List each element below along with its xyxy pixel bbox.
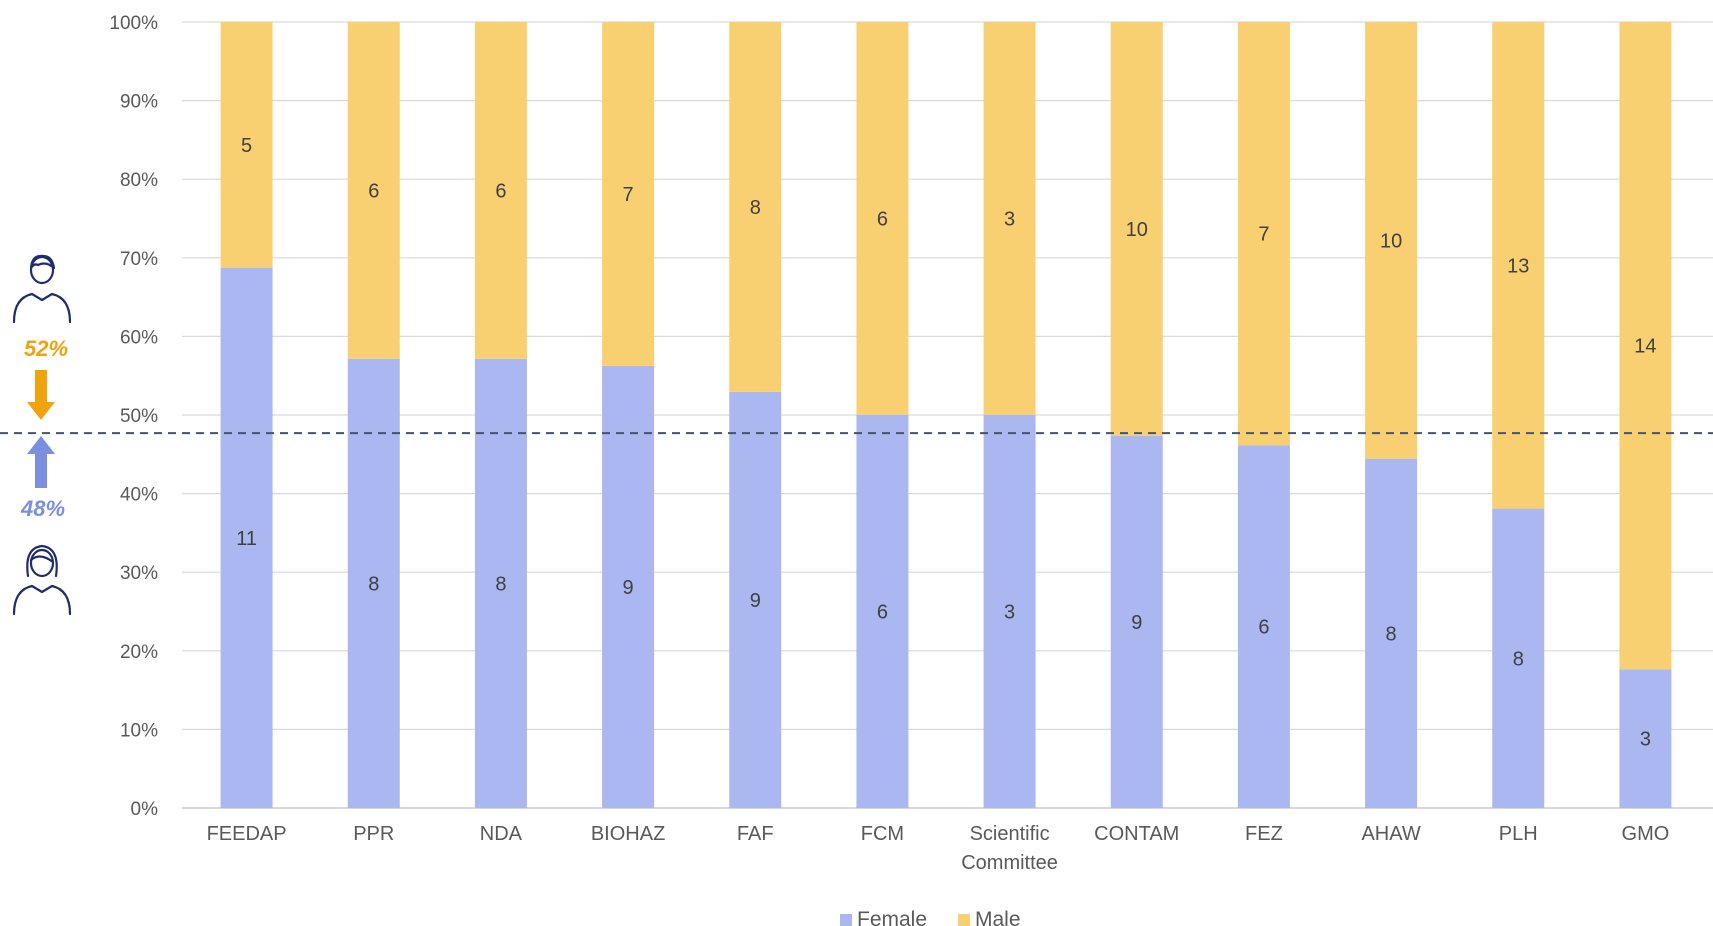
y-tick-label: 80% xyxy=(120,170,158,191)
bar-male xyxy=(856,22,909,415)
x-category-label: Scientific xyxy=(970,823,1050,845)
data-label-male: 7 xyxy=(1258,224,1269,246)
data-label-female: 11 xyxy=(236,528,257,550)
female-percentage: 48% xyxy=(20,496,65,521)
man-icon xyxy=(12,254,72,324)
arrow-down-icon xyxy=(27,370,55,420)
x-category-label: Committee xyxy=(961,852,1058,874)
bar-male xyxy=(729,22,782,392)
bar-female xyxy=(1237,445,1290,808)
data-label-male: 14 xyxy=(1634,336,1656,358)
x-category-label: NDA xyxy=(480,823,523,845)
data-labels: 11 5 8 6 8 6 9 7 9 8 6 6 3 3 9 10 6 7 8 10 8 13 3 14 xyxy=(236,135,1656,751)
data-label-female: 8 xyxy=(1513,648,1524,670)
bar-female xyxy=(856,415,909,808)
data-label-female: 8 xyxy=(1386,623,1397,645)
side-annotation: 52% 48% xyxy=(12,254,72,616)
data-label-male: 5 xyxy=(241,135,252,157)
bar-female xyxy=(1110,435,1163,808)
bar-male xyxy=(602,22,655,366)
x-category-label: PPR xyxy=(353,823,394,845)
legend-swatch xyxy=(840,914,852,926)
bar-male xyxy=(1110,22,1163,436)
y-tick-label: 60% xyxy=(120,327,158,348)
legend-swatch xyxy=(958,914,970,926)
arrow-up-icon xyxy=(27,436,55,488)
data-label-male: 8 xyxy=(750,197,761,219)
y-tick-label: 30% xyxy=(120,563,158,584)
data-label-male: 13 xyxy=(1507,255,1529,277)
gridlines xyxy=(182,21,1713,809)
y-tick-label: 10% xyxy=(120,720,158,741)
x-axis-labels: FEEDAP PPR NDA BIOHAZ FAF FCM Scientific Commit… xyxy=(207,823,1670,874)
data-label-male: 6 xyxy=(368,180,379,202)
data-label-male: 6 xyxy=(495,180,506,202)
bar-male xyxy=(474,22,527,359)
data-label-female: 8 xyxy=(368,573,379,595)
legend-label: Male xyxy=(975,908,1021,926)
data-label-female: 8 xyxy=(495,573,506,595)
bar-male xyxy=(220,22,273,268)
x-category-label: BIOHAZ xyxy=(591,823,665,845)
data-label-female: 6 xyxy=(1258,617,1269,639)
data-label-female: 3 xyxy=(1004,602,1015,624)
y-tick-label: 50% xyxy=(120,406,158,427)
male-percentage: 52% xyxy=(24,336,68,361)
legend: Female Male xyxy=(840,908,1021,926)
bar-female xyxy=(983,415,1036,808)
bar-male xyxy=(1237,22,1290,446)
data-label-male: 6 xyxy=(877,209,888,231)
bar-female xyxy=(1492,508,1545,808)
bar-male xyxy=(983,22,1036,415)
bar-male xyxy=(1365,22,1418,459)
data-label-female: 3 xyxy=(1640,729,1651,751)
y-tick-label: 40% xyxy=(120,485,158,506)
bar-female xyxy=(1619,669,1672,808)
data-label-female: 9 xyxy=(750,590,761,612)
x-category-label: CONTAM xyxy=(1094,823,1179,845)
x-category-label: FEZ xyxy=(1245,823,1283,845)
x-category-label: GMO xyxy=(1622,823,1670,845)
x-category-label: PLH xyxy=(1499,823,1538,845)
data-label-male: 10 xyxy=(1380,230,1402,252)
x-category-label: FCM xyxy=(861,823,904,845)
bar-male xyxy=(347,22,400,359)
bar-male xyxy=(1492,22,1545,509)
data-label-male: 3 xyxy=(1004,209,1015,231)
y-tick-label: 20% xyxy=(120,642,158,663)
bar-female xyxy=(729,391,782,808)
y-tick-label: 0% xyxy=(131,799,159,820)
data-label-female: 9 xyxy=(623,577,634,599)
bar-female xyxy=(1365,458,1418,808)
bar-female xyxy=(220,267,273,808)
x-category-label: FAF xyxy=(737,823,774,845)
bar-female xyxy=(602,365,655,808)
data-label-female: 9 xyxy=(1131,612,1142,634)
y-axis-ticks: 0% 10% 20% 30% 40% 50% 60% 70% 80% 90% 100% xyxy=(109,13,158,820)
data-label-male: 10 xyxy=(1126,219,1148,241)
bars xyxy=(220,22,1672,808)
x-category-label: FEEDAP xyxy=(207,823,287,845)
legend-label: Female xyxy=(857,908,927,926)
bar-male xyxy=(1619,22,1672,670)
y-tick-label: 90% xyxy=(120,92,158,113)
data-label-female: 6 xyxy=(877,602,888,624)
woman-icon xyxy=(12,544,72,616)
x-category-label: AHAW xyxy=(1361,823,1420,845)
y-tick-label: 100% xyxy=(109,13,158,34)
y-tick-label: 70% xyxy=(120,249,158,270)
data-label-male: 7 xyxy=(623,184,634,206)
